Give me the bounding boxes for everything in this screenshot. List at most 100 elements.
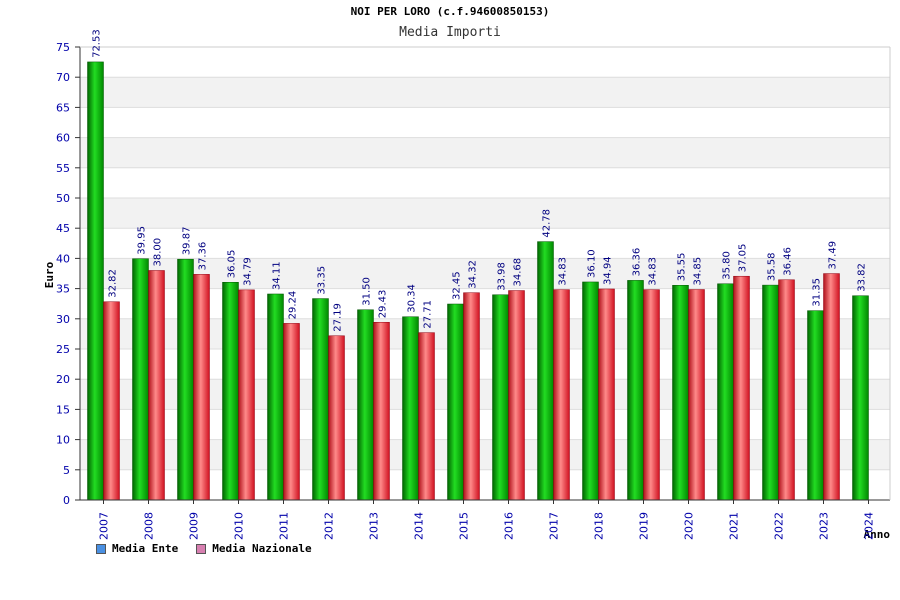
x-tick-label: 2024: [863, 512, 876, 540]
legend-swatch-media-ente: [96, 543, 106, 554]
data-label: 37.05: [738, 244, 749, 273]
bar-media-nazionale: [148, 270, 165, 501]
bar-media-nazionale: [598, 288, 615, 501]
bar-media-nazionale: [463, 292, 480, 501]
legend-label-media-ente: Media Ente: [112, 542, 179, 555]
bar-media-nazionale: [823, 273, 840, 501]
bar-media-ente: [177, 258, 194, 501]
data-label: 34.79: [243, 257, 254, 286]
data-label: 72.53: [92, 29, 103, 58]
bar-media-nazionale: [283, 323, 300, 501]
legend-item-media-ente: Media Ente: [96, 542, 178, 555]
plot-band: [80, 47, 890, 78]
y-tick-label: 65: [56, 101, 70, 114]
x-tick-label: 2012: [323, 512, 336, 540]
data-label: 34.85: [693, 257, 704, 286]
bar-media-ente: [222, 282, 239, 501]
bar-media-nazionale: [733, 275, 750, 501]
bar-media-ente: [807, 310, 824, 501]
y-tick-label: 10: [56, 434, 70, 447]
y-axis-label: Euro: [43, 261, 56, 288]
plot-band: [80, 439, 890, 470]
x-tick-label: 2010: [233, 512, 246, 540]
y-tick-label: 0: [63, 494, 70, 507]
y-tick-label: 75: [56, 41, 70, 54]
data-label: 38.00: [153, 238, 164, 267]
data-label: 35.55: [677, 253, 688, 282]
chart-title: NOI PER LORO (c.f.94600850153): [350, 5, 550, 18]
bar-media-ente: [312, 298, 329, 501]
plot-band: [80, 318, 890, 349]
plot-band: [80, 409, 890, 440]
data-label: 30.34: [407, 284, 418, 313]
y-tick-label: 35: [56, 283, 70, 296]
data-label: 34.11: [272, 261, 283, 290]
x-tick-label: 2019: [638, 512, 651, 540]
plot-band: [80, 379, 890, 410]
y-tick-label: 15: [56, 403, 70, 416]
bar-media-ente: [582, 281, 599, 501]
bar-media-ente: [672, 285, 689, 501]
data-label: 31.35: [812, 278, 823, 307]
x-tick-label: 2007: [98, 512, 111, 540]
x-tick-label: 2015: [458, 512, 471, 540]
y-tick-label: 5: [63, 464, 70, 477]
legend-swatch-media-nazionale: [196, 543, 207, 554]
bar-media-ente: [627, 280, 644, 501]
x-axis-label: Anno: [864, 528, 891, 541]
x-tick-label: 2009: [188, 512, 201, 540]
bar-media-nazionale: [103, 301, 120, 501]
plot-band: [80, 258, 890, 289]
data-label: 36.46: [783, 247, 794, 276]
x-tick-label: 2008: [143, 512, 156, 540]
data-label: 34.83: [648, 257, 659, 286]
bar-media-nazionale: [238, 289, 255, 501]
plot-band: [80, 107, 890, 138]
x-tick-label: 2016: [503, 512, 516, 540]
data-label: 39.87: [182, 227, 193, 256]
data-label: 33.98: [497, 262, 508, 291]
bar-media-ente: [447, 303, 464, 501]
plot-band: [80, 77, 890, 108]
bar-media-ente: [537, 241, 554, 501]
x-tick-label: 2020: [683, 512, 696, 540]
bar-media-ente: [132, 258, 149, 501]
chart-subtitle: Media Importi: [399, 25, 501, 40]
y-tick-label: 30: [56, 313, 70, 326]
data-label: 36.36: [632, 248, 643, 277]
x-tick-label: 2022: [773, 512, 786, 540]
y-tick-label: 70: [56, 71, 70, 84]
bar-media-ente: [87, 61, 104, 501]
plot-band: [80, 288, 890, 319]
data-label: 34.32: [468, 260, 479, 289]
data-label: 37.49: [828, 241, 839, 270]
y-tick-label: 25: [56, 343, 70, 356]
x-tick-label: 2021: [728, 512, 741, 540]
bar-media-ente: [852, 295, 869, 501]
data-label: 36.05: [227, 250, 238, 279]
bar-media-nazionale: [688, 289, 705, 501]
data-label: 29.24: [288, 291, 299, 320]
bar-media-nazionale: [328, 335, 345, 501]
bar-media-nazionale: [418, 332, 435, 501]
legend: Media Ente Media Nazionale: [96, 542, 312, 555]
data-label: 37.36: [198, 242, 209, 271]
x-tick-label: 2017: [548, 512, 561, 540]
plot-band: [80, 469, 890, 500]
y-tick-label: 50: [56, 192, 70, 205]
bar-media-nazionale: [643, 289, 660, 501]
bar-media-nazionale: [553, 289, 570, 501]
x-tick-label: 2013: [368, 512, 381, 540]
data-label: 35.80: [722, 251, 733, 280]
bar-media-ente: [357, 309, 374, 501]
bar-media-nazionale: [508, 290, 525, 501]
data-label: 31.50: [362, 277, 373, 306]
data-label: 34.68: [513, 258, 524, 287]
bar-media-ente: [267, 293, 284, 501]
x-tick-label: 2011: [278, 512, 291, 540]
data-label: 32.82: [108, 269, 119, 298]
y-tick-label: 40: [56, 252, 70, 265]
plot-band: [80, 349, 890, 380]
bar-media-ente: [762, 284, 779, 501]
